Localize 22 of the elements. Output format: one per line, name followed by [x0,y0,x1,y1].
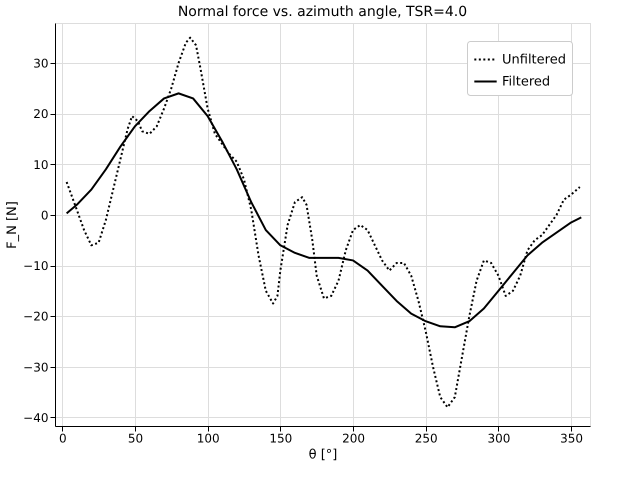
x-axis-title: θ [°] [308,448,338,462]
x-tick-label: 100 [196,432,220,446]
x-tick-label: 350 [560,432,584,446]
y-tick-label: −30 [23,360,48,374]
y-axis-title: F_N [N] [5,201,20,249]
legend-label: Filtered [502,74,550,90]
chart-title: Normal force vs. azimuth angle, TSR=4.0 [178,4,468,20]
x-tick-label: 150 [269,432,292,446]
y-tick-label: −20 [23,310,48,324]
x-tick-label: 0 [58,432,67,446]
y-tick-label: −40 [23,410,48,425]
y-tick-label: 30 [33,56,48,70]
y-tick-label: 0 [40,208,48,222]
x-tick-label: 300 [487,432,510,446]
y-tick-label: 10 [33,158,48,172]
y-tick-label: −10 [23,259,48,274]
x-tick-label: 250 [414,432,438,446]
x-tick-label: 200 [342,432,365,446]
line-series [66,36,581,408]
y-tick-label: 20 [33,107,48,122]
x-tick-label: 50 [128,432,144,446]
legend-label: Unfiltered [502,52,566,68]
